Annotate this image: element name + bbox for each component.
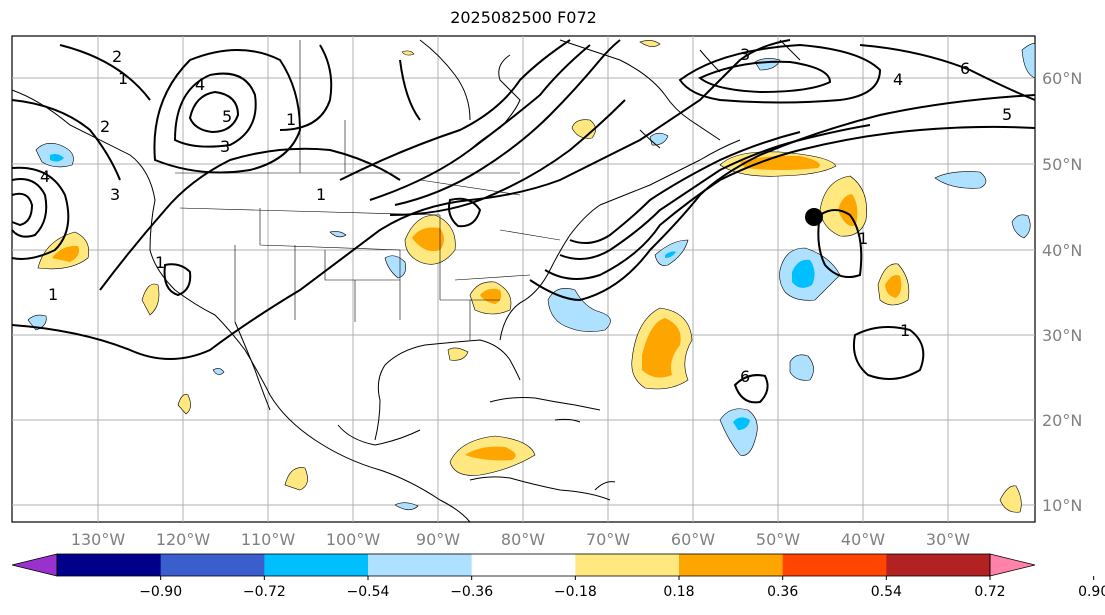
lon-label: 100°W [326, 530, 381, 549]
contour-label: 3 [110, 185, 120, 204]
contour-label: 1 [118, 69, 128, 88]
colorbar-tick-label: −0.54 [347, 584, 390, 600]
contour-label: 1 [858, 229, 868, 248]
longitude-labels: 130°W 120°W 110°W 100°W 90°W 80°W 70°W 6… [71, 530, 970, 549]
contour-label: 6 [740, 367, 750, 386]
contour-label: 5 [1002, 105, 1012, 124]
map-title: 2025082500 F072 [450, 8, 597, 27]
contour-label: 5 [222, 107, 232, 126]
colorbar-tick-label: 0.36 [767, 584, 798, 600]
gridlines [12, 36, 1035, 522]
contour-label: 1 [900, 321, 910, 340]
colorbar-segment [57, 554, 162, 576]
contour-label: 4 [893, 70, 903, 89]
colorbar-border [56, 553, 991, 577]
contour-label: 2 [100, 117, 110, 136]
colorbar-segment [368, 554, 473, 576]
lon-label: 120°W [156, 530, 211, 549]
contour-label: 4 [195, 75, 205, 94]
contour-label: 3 [740, 45, 750, 64]
contour-label: 1 [286, 110, 296, 129]
colorbar-segment [886, 554, 991, 576]
contour-label: 3 [220, 137, 230, 156]
contour-label: 1 [48, 285, 58, 304]
colorbar-segment [782, 554, 887, 576]
colorbar-tick-label: 0.72 [974, 584, 1005, 600]
colorbar-segment [264, 554, 369, 576]
lat-label-10n: 10°N [1042, 496, 1082, 515]
colorbar-segment [575, 554, 680, 576]
lon-label: 60°W [671, 530, 715, 549]
lon-label: 90°W [416, 530, 460, 549]
contour-label: 4 [40, 167, 50, 186]
storm-center-dot [805, 208, 823, 226]
contour-label: 6 [960, 59, 970, 78]
colorbar-extend-low [11, 553, 58, 577]
contour-label: 1 [316, 185, 326, 204]
colorbar-segment [679, 554, 784, 576]
latitude-labels: 60°N 50°N 40°N 30°N 20°N 10°N [1042, 69, 1082, 515]
colorbar: −0.90 −0.72 −0.54 −0.36 −0.18 0.18 0.36 0.54 0.7… [11, 553, 1105, 600]
lon-label: 80°W [501, 530, 545, 549]
contour-label: 2 [112, 47, 122, 66]
lat-label-50n: 50°N [1042, 155, 1082, 174]
lon-label: 30°W [926, 530, 970, 549]
lon-label: 110°W [241, 530, 296, 549]
colorbar-tick-label: 0.90 [1078, 584, 1105, 600]
lon-label: 40°W [841, 530, 885, 549]
lon-label: 130°W [71, 530, 126, 549]
lon-label: 50°W [756, 530, 800, 549]
shaded-anomalies [27, 40, 1036, 513]
lat-label-60n: 60°N [1042, 69, 1082, 88]
colorbar-tick-label: −0.36 [450, 584, 493, 600]
lat-label-20n: 20°N [1042, 411, 1082, 430]
lat-label-30n: 30°N [1042, 326, 1082, 345]
state-borders [175, 40, 561, 340]
lon-label: 70°W [586, 530, 630, 549]
contour-lines [11, 39, 1036, 404]
colorbar-tick-label: −0.18 [554, 584, 597, 600]
coastlines [11, 39, 801, 523]
contour-label-group: 2 1 3 4 5 1 1 2 3 4 1 1 1 3 4 5 6 1 6 [40, 45, 1012, 386]
contour-label: 1 [155, 253, 165, 272]
colorbar-tick-label: 0.18 [663, 584, 694, 600]
colorbar-extend-high [989, 553, 1036, 577]
colorbar-segment [471, 554, 576, 576]
colorbar-tick-label: −0.72 [243, 584, 286, 600]
colorbar-segment [160, 554, 265, 576]
colorbar-tick-label: 0.54 [871, 584, 902, 600]
colorbar-tick-label: −0.90 [139, 584, 182, 600]
lat-label-40n: 40°N [1042, 241, 1082, 260]
